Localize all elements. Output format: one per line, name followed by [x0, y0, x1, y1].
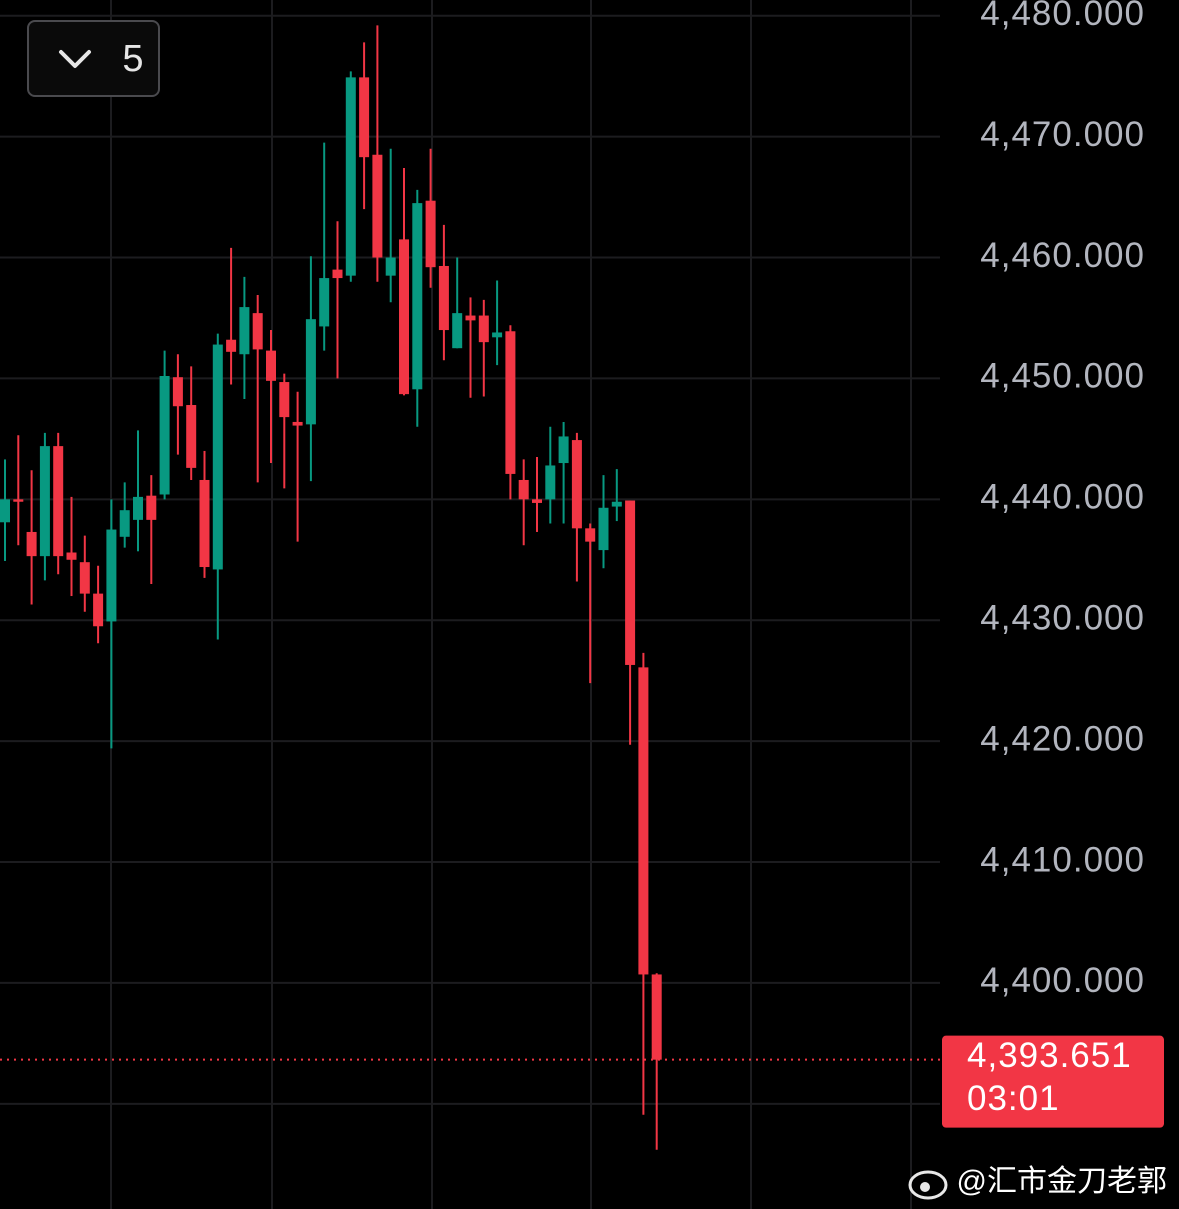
candle-body: [638, 667, 649, 975]
candle-body: [332, 269, 343, 279]
candle-body: [292, 421, 303, 426]
weibo-icon-eye: [920, 1182, 930, 1192]
time-grid: [110, 0, 912, 1209]
candle-body: [625, 500, 636, 665]
candle-body: [359, 77, 370, 158]
interval-button-frame[interactable]: [27, 20, 160, 97]
candle-body: [13, 499, 24, 502]
y-tick-label: 4,460.000: [980, 236, 1145, 275]
candle-body: [399, 239, 409, 395]
y-tick-label: 4,480.000: [980, 0, 1145, 33]
candle-body: [345, 77, 356, 276]
candle-body: [545, 465, 556, 500]
candle-body: [558, 436, 569, 464]
y-tick-label: 4,410.000: [980, 840, 1145, 879]
candle-body: [452, 313, 463, 349]
price-grid: [0, 14, 940, 1105]
candle-body: [465, 315, 476, 321]
candle-body: [478, 315, 489, 343]
candle-body: [611, 501, 622, 507]
last-price-box: [942, 1035, 1164, 1128]
candle-body: [66, 552, 77, 560]
y-tick-label: 4,470.000: [980, 115, 1145, 154]
y-tick-label: 4,450.000: [980, 357, 1145, 396]
interval-label: 5: [122, 38, 143, 80]
candle-body: [412, 203, 423, 390]
candle-body: [518, 479, 529, 500]
candle-body: [186, 405, 197, 468]
candle-body: [372, 154, 383, 258]
candle-body: [305, 319, 316, 425]
watermark: @汇市金刀老郭: [908, 1165, 1167, 1200]
candle-body: [505, 331, 516, 474]
candle-body: [438, 265, 449, 331]
countdown-label: 03:01: [967, 1079, 1060, 1118]
candle-body: [239, 307, 250, 355]
candle-body: [492, 332, 503, 338]
candle-body: [119, 510, 130, 537]
candle-body: [425, 200, 436, 268]
candle-body: [266, 350, 276, 381]
chevron-icon: [59, 50, 91, 68]
candle-body: [53, 446, 64, 557]
candle-body: [146, 495, 157, 520]
candle-body: [651, 974, 662, 1060]
candle-body: [585, 528, 596, 542]
candle-body: [385, 257, 396, 276]
watermark-text: @汇市金刀老郭: [957, 1165, 1167, 1198]
candle-body: [226, 339, 237, 352]
candle-body: [571, 440, 582, 529]
price-axis: 4,390.0004,400.0004,410.0004,420.0004,43…: [980, 0, 1145, 1121]
y-tick-label: 4,420.000: [980, 719, 1145, 758]
last-price-tag: 4,393.651 03:01: [0, 1035, 1164, 1128]
candle-body: [106, 529, 117, 622]
candle-body: [159, 375, 170, 495]
candle-body: [172, 377, 183, 407]
candle-body: [279, 382, 290, 418]
candle-body: [212, 344, 223, 570]
candle-body: [93, 593, 104, 627]
interval-button[interactable]: 5: [27, 20, 160, 97]
candle-body: [26, 531, 37, 557]
y-tick-label: 4,440.000: [980, 478, 1145, 517]
y-tick-label: 4,400.000: [980, 961, 1145, 1000]
candle-body: [79, 562, 90, 594]
candle-body: [39, 446, 50, 557]
candle-body: [598, 507, 609, 551]
candles: [0, 25, 662, 1150]
candle-body: [133, 496, 143, 520]
candle-body: [252, 313, 263, 350]
candle-body: [0, 499, 10, 523]
weibo-icon: [908, 1170, 948, 1200]
candle-body: [532, 499, 542, 503]
y-tick-label: 4,430.000: [980, 598, 1145, 637]
candle-body: [319, 278, 330, 327]
last-price-label: 4,393.651: [967, 1036, 1132, 1075]
candle-body: [199, 479, 210, 568]
